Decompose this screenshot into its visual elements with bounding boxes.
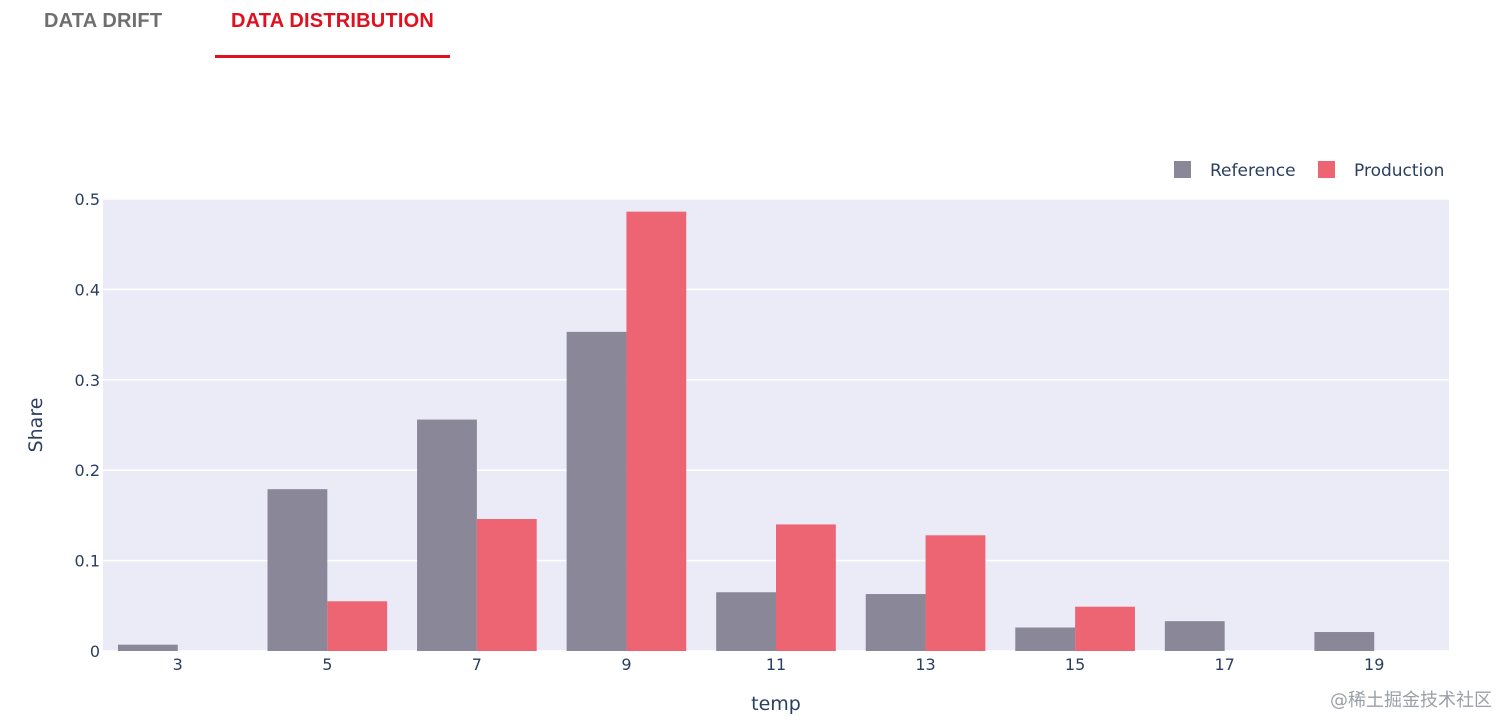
- watermark: @稀土掘金技术社区: [1330, 690, 1492, 711]
- y-axis-title: Share: [25, 398, 47, 453]
- bar-production-13: [925, 535, 986, 651]
- bar-reference-11: [716, 592, 776, 651]
- x-tick-label: 9: [621, 655, 631, 674]
- bar-reference-15: [1015, 627, 1076, 651]
- bar-production-9: [626, 211, 687, 651]
- y-tick-label: 0.2: [75, 461, 100, 480]
- x-tick-label: 11: [766, 655, 786, 674]
- x-axis-title: temp: [751, 693, 801, 715]
- bar-production-5: [327, 601, 388, 651]
- bar-reference-7: [417, 419, 477, 651]
- bar-production-7: [476, 519, 537, 651]
- tab-bar: DATA DRIFT DATA DISTRIBUTION: [0, 0, 1512, 60]
- bar-reference-3: [117, 644, 178, 651]
- tab-data-drift[interactable]: DATA DRIFT: [44, 10, 163, 32]
- bar-reference-5: [267, 489, 328, 651]
- x-tick-label: 19: [1364, 655, 1384, 674]
- legend-swatch-production: [1318, 161, 1335, 178]
- bar-production-11: [776, 524, 836, 651]
- y-tick-label: 0: [90, 642, 100, 661]
- legend-swatch-reference: [1174, 161, 1191, 178]
- bar-reference-17: [1164, 621, 1225, 651]
- x-tick-label: 13: [915, 655, 935, 674]
- bar-reference-9: [566, 331, 627, 651]
- y-tick-label: 0.3: [75, 371, 100, 390]
- y-tick-label: 0.5: [75, 190, 100, 209]
- x-tick-label: 3: [173, 655, 183, 674]
- x-tick-label: 15: [1065, 655, 1085, 674]
- x-tick-label: 17: [1214, 655, 1234, 674]
- x-tick-label: 5: [322, 655, 332, 674]
- x-tick-label: 7: [472, 655, 482, 674]
- y-tick-label: 0.1: [75, 552, 100, 571]
- legend-label-reference: Reference: [1210, 161, 1296, 181]
- bar-reference-13: [865, 594, 926, 651]
- y-tick-label: 0.4: [75, 280, 100, 299]
- legend-label-production: Production: [1354, 161, 1444, 181]
- tab-data-distribution[interactable]: DATA DISTRIBUTION: [215, 10, 450, 58]
- bar-reference-19: [1314, 632, 1375, 651]
- bar-production-15: [1075, 606, 1135, 651]
